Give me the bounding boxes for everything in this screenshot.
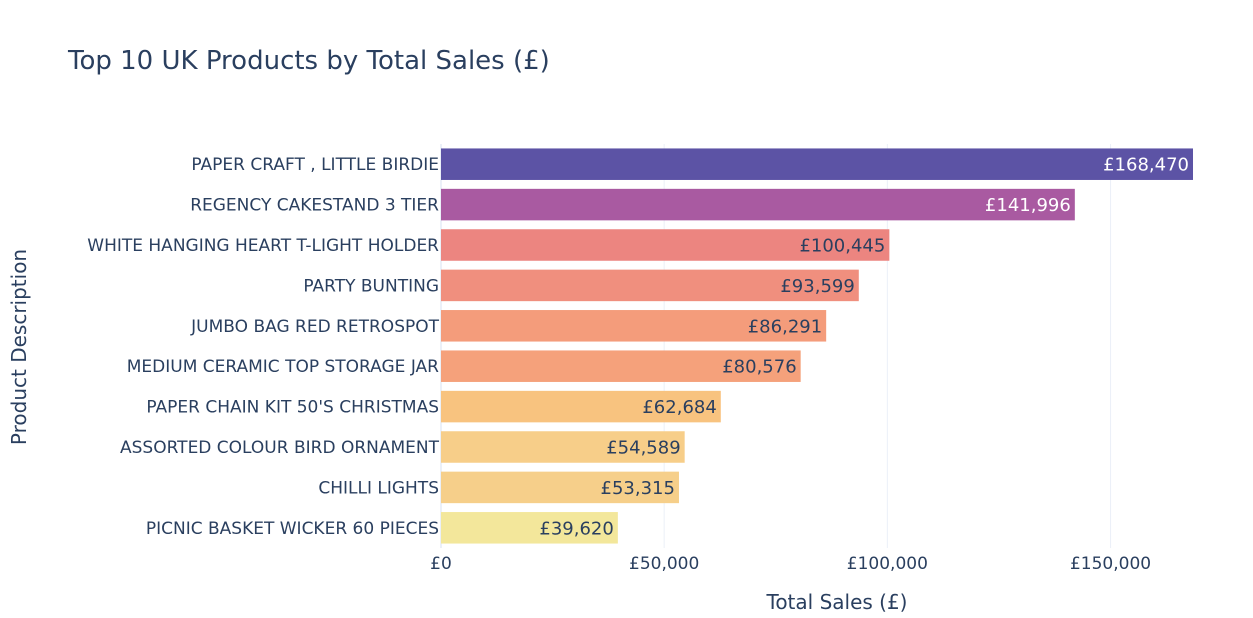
bar-value-label: £39,620 xyxy=(539,518,613,539)
bar-value-label: £141,996 xyxy=(985,195,1071,216)
x-axis-title: Total Sales (£) xyxy=(766,590,908,614)
bar-value-label: £53,315 xyxy=(601,478,675,499)
y-axis-tick-labels: PAPER CRAFT , LITTLE BIRDIE REGENCY CAKES… xyxy=(87,155,439,539)
y-tick-label: JUMBO BAG RED RETROSPOT xyxy=(190,317,439,337)
bar-value-label: £54,589 xyxy=(606,438,680,459)
bar-value-label: £93,599 xyxy=(780,276,854,297)
y-tick-label: ASSORTED COLOUR BIRD ORNAMENT xyxy=(120,438,440,458)
bar[interactable] xyxy=(441,148,1193,180)
bar-value-label: £168,470 xyxy=(1103,155,1189,176)
y-axis-title: Product Description xyxy=(7,249,31,445)
bar[interactable] xyxy=(441,229,890,261)
y-tick-label: PARTY BUNTING xyxy=(303,276,439,296)
y-tick-label: CHILLI LIGHTS xyxy=(318,478,439,498)
y-tick-label: REGENCY CAKESTAND 3 TIER xyxy=(190,196,439,216)
y-tick-label: PAPER CRAFT , LITTLE BIRDIE xyxy=(191,155,439,175)
bar-value-label: £62,684 xyxy=(642,397,716,418)
y-tick-label: WHITE HANGING HEART T-LIGHT HOLDER xyxy=(87,236,439,256)
y-tick-label: MEDIUM CERAMIC TOP STORAGE JAR xyxy=(127,357,439,377)
bar[interactable] xyxy=(441,512,618,544)
bar[interactable] xyxy=(441,310,827,342)
x-tick-label: £100,000 xyxy=(847,554,928,574)
bar[interactable] xyxy=(441,350,801,382)
x-tick-label: £150,000 xyxy=(1070,554,1151,574)
chart-title: Top 10 UK Products by Total Sales (£) xyxy=(67,46,550,76)
x-tick-label: £0 xyxy=(430,554,452,574)
bar[interactable] xyxy=(441,471,679,504)
y-tick-label: PAPER CHAIN KIT 50'S CHRISTMAS xyxy=(146,398,439,418)
x-tick-label: £50,000 xyxy=(629,554,699,574)
bar[interactable] xyxy=(441,269,859,302)
bar-value-label: £100,445 xyxy=(799,236,885,257)
y-tick-label: PICNIC BASKET WICKER 60 PIECES xyxy=(146,519,439,539)
bar[interactable] xyxy=(441,188,1075,221)
bar-value-label: £80,576 xyxy=(722,357,796,378)
bar-value-label: £86,291 xyxy=(748,316,822,337)
bar[interactable] xyxy=(441,390,721,423)
x-axis-tick-labels: £0 £50,000 £100,000 £150,000 xyxy=(430,554,1151,574)
bars: £168,470 £141,996 £100,445 £93,599 £86,291 £8… xyxy=(441,148,1193,544)
bar[interactable] xyxy=(441,431,685,463)
